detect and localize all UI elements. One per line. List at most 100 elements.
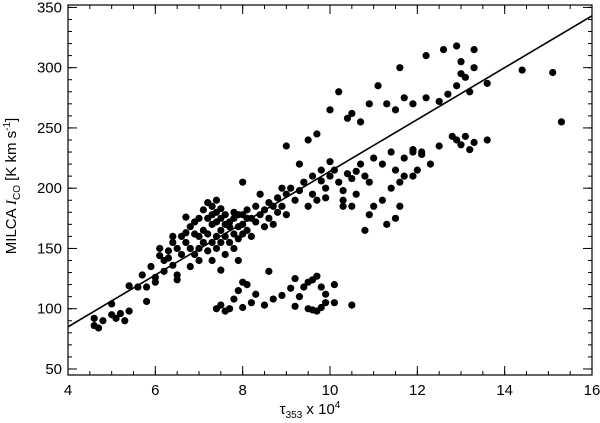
data-point xyxy=(278,291,286,300)
data-point xyxy=(470,138,478,146)
data-point xyxy=(173,276,181,284)
data-point xyxy=(291,196,299,204)
data-point xyxy=(387,148,395,156)
data-point xyxy=(422,94,430,102)
data-points xyxy=(90,42,566,332)
data-point xyxy=(212,305,221,313)
data-point xyxy=(195,214,203,222)
tick-labels: 4 6 8 10 12 14 16 50 100 150 200 250 300 350 xyxy=(37,0,600,399)
data-point xyxy=(217,266,225,274)
data-point xyxy=(260,301,269,309)
data-point xyxy=(217,226,225,234)
y-tick-label: 200 xyxy=(37,180,62,197)
data-point xyxy=(230,295,238,303)
data-point xyxy=(409,172,417,180)
data-point xyxy=(461,73,469,81)
data-point xyxy=(322,299,330,307)
data-point xyxy=(260,223,269,231)
data-point xyxy=(387,184,395,192)
data-point xyxy=(243,206,251,214)
data-point xyxy=(348,109,356,118)
y-tick-label: 300 xyxy=(37,60,62,77)
data-point xyxy=(317,166,325,174)
data-point xyxy=(234,235,242,243)
data-point xyxy=(549,68,557,77)
data-point xyxy=(173,244,181,253)
data-point xyxy=(217,205,225,213)
data-point xyxy=(212,244,221,253)
data-point xyxy=(186,262,194,271)
data-point xyxy=(134,283,142,291)
data-point xyxy=(317,177,325,185)
data-point xyxy=(221,211,229,219)
data-point xyxy=(291,302,299,310)
data-point xyxy=(164,247,173,255)
data-point xyxy=(461,132,469,140)
data-point xyxy=(199,206,207,214)
data-point xyxy=(269,220,277,228)
data-point xyxy=(352,190,360,198)
data-point xyxy=(164,254,173,262)
data-point xyxy=(217,238,225,247)
data-point xyxy=(400,154,408,162)
data-point xyxy=(143,297,151,306)
data-point xyxy=(156,252,164,260)
data-point xyxy=(391,106,400,114)
data-point xyxy=(234,287,242,295)
data-point xyxy=(361,226,369,234)
data-point xyxy=(221,250,229,259)
x-tick-label: 4 xyxy=(64,382,72,399)
data-point xyxy=(247,299,255,307)
data-point xyxy=(143,283,151,291)
data-point xyxy=(370,202,378,210)
data-point xyxy=(195,232,203,241)
axis-ticks xyxy=(67,5,593,375)
data-point xyxy=(304,202,312,210)
data-point xyxy=(243,281,251,289)
data-point xyxy=(453,82,461,90)
data-point xyxy=(313,130,321,138)
data-point xyxy=(221,307,229,315)
data-point xyxy=(339,196,347,204)
data-point xyxy=(99,317,107,325)
data-point xyxy=(177,250,186,259)
data-point xyxy=(378,196,386,204)
data-point xyxy=(125,282,133,290)
data-point xyxy=(199,238,207,247)
fit-line xyxy=(67,15,593,328)
data-point xyxy=(147,262,155,271)
data-point xyxy=(418,148,426,156)
data-point xyxy=(348,174,356,183)
x-tick-label: 16 xyxy=(584,382,600,399)
data-point xyxy=(348,301,356,309)
data-point xyxy=(295,293,304,301)
x-tick-label: 10 xyxy=(322,382,339,399)
data-point xyxy=(383,100,391,108)
data-point xyxy=(156,244,164,253)
data-point xyxy=(239,178,247,186)
data-point xyxy=(453,42,461,50)
data-point xyxy=(247,232,255,241)
data-point xyxy=(204,247,212,255)
data-point xyxy=(335,178,343,186)
data-point xyxy=(466,146,474,154)
data-point xyxy=(361,172,369,180)
data-point xyxy=(339,202,347,210)
data-point xyxy=(365,178,373,186)
data-point xyxy=(151,278,159,286)
data-point xyxy=(330,281,338,289)
data-point xyxy=(256,190,264,198)
data-point xyxy=(278,184,286,192)
data-point xyxy=(225,238,234,247)
data-point xyxy=(317,283,325,291)
data-point xyxy=(352,167,360,175)
data-point xyxy=(287,284,295,292)
data-point xyxy=(326,158,334,166)
data-point xyxy=(335,88,343,96)
y-tick-label: 100 xyxy=(37,301,62,318)
data-point xyxy=(326,172,334,180)
data-point xyxy=(365,211,373,219)
data-point xyxy=(169,232,177,241)
data-point xyxy=(234,256,242,265)
